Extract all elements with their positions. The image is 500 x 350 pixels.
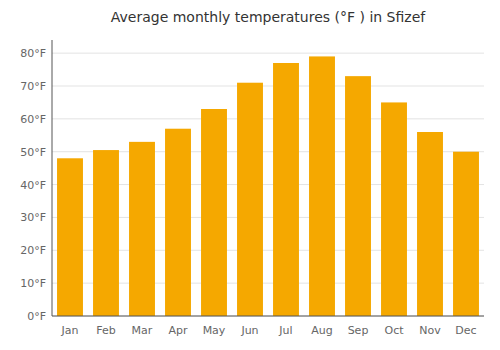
x-tick-label: Feb — [96, 324, 115, 337]
y-tick-label: 40°F — [20, 179, 46, 192]
x-tick-label: Jul — [278, 324, 292, 337]
x-tick-label: Mar — [132, 324, 153, 337]
y-tick-label: 20°F — [20, 244, 46, 257]
y-tick-label: 60°F — [20, 113, 46, 126]
x-tick-label: Jan — [61, 324, 79, 337]
bar — [381, 102, 407, 316]
grid-line — [52, 316, 484, 317]
bar — [453, 152, 479, 316]
bar — [273, 63, 299, 316]
bar — [417, 132, 443, 316]
y-tick-label: 70°F — [20, 80, 46, 93]
y-tick-label: 10°F — [20, 277, 46, 290]
bar — [165, 129, 191, 316]
grid-line — [52, 118, 484, 119]
y-tick-label: 50°F — [20, 146, 46, 159]
y-tick-label: 80°F — [20, 47, 46, 60]
x-tick-label: Oct — [384, 324, 404, 337]
x-tick-label: Dec — [455, 324, 476, 337]
bar — [129, 142, 155, 316]
y-tick-label: 0°F — [27, 310, 46, 323]
chart-container: Average monthly temperatures (°F ) in Sf… — [0, 0, 500, 350]
x-tick-label: Aug — [311, 324, 332, 337]
grid — [52, 53, 484, 316]
bar — [237, 83, 263, 316]
bars — [57, 56, 479, 316]
x-axis-line — [52, 316, 484, 317]
y-axis-line — [52, 40, 53, 316]
title: Average monthly temperatures (°F ) in Sf… — [111, 9, 427, 25]
y-tick-label: 30°F — [20, 211, 46, 224]
bar — [93, 150, 119, 316]
bar — [345, 76, 371, 316]
bar — [57, 158, 83, 316]
bar — [309, 56, 335, 316]
chart-svg: Average monthly temperatures (°F ) in Sf… — [0, 0, 500, 350]
grid-line — [52, 53, 484, 54]
x-tick-label: Nov — [419, 324, 441, 337]
x-tick-label: Jun — [240, 324, 258, 337]
x-tick-label: Sep — [348, 324, 369, 337]
grid-line — [52, 86, 484, 87]
x-tick-label: Apr — [168, 324, 188, 337]
x-tick-label: May — [203, 324, 226, 337]
bar — [201, 109, 227, 316]
